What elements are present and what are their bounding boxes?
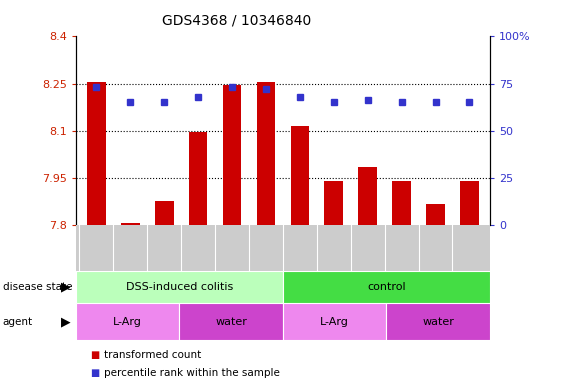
Bar [180,303,283,340]
Text: ■: ■ [90,368,99,378]
Bar [426,204,445,225]
Bar [155,201,173,225]
Text: DSS-induced colitis: DSS-induced colitis [126,282,233,292]
Bar [291,126,309,225]
Bar [87,82,106,225]
Bar [283,271,490,303]
Text: ▶: ▶ [61,315,70,328]
Bar [257,82,275,225]
Text: ■: ■ [90,350,99,360]
Bar [386,303,490,340]
Text: disease state: disease state [3,282,72,292]
Text: ▶: ▶ [61,281,70,293]
Text: L-Arg: L-Arg [320,316,349,327]
Bar [76,271,283,303]
Bar [76,303,180,340]
Text: agent: agent [3,316,33,327]
Text: GDS4368 / 10346840: GDS4368 / 10346840 [162,13,311,27]
Text: water: water [422,316,454,327]
Bar [359,167,377,225]
Text: transformed count: transformed count [104,350,202,360]
Bar [392,181,411,225]
Bar [121,223,140,225]
Text: L-Arg: L-Arg [113,316,142,327]
Bar [283,303,386,340]
Bar [223,85,242,225]
Text: control: control [367,282,406,292]
Text: percentile rank within the sample: percentile rank within the sample [104,368,280,378]
Bar [460,181,479,225]
Bar [324,181,343,225]
Text: water: water [215,316,247,327]
Bar [189,132,207,225]
